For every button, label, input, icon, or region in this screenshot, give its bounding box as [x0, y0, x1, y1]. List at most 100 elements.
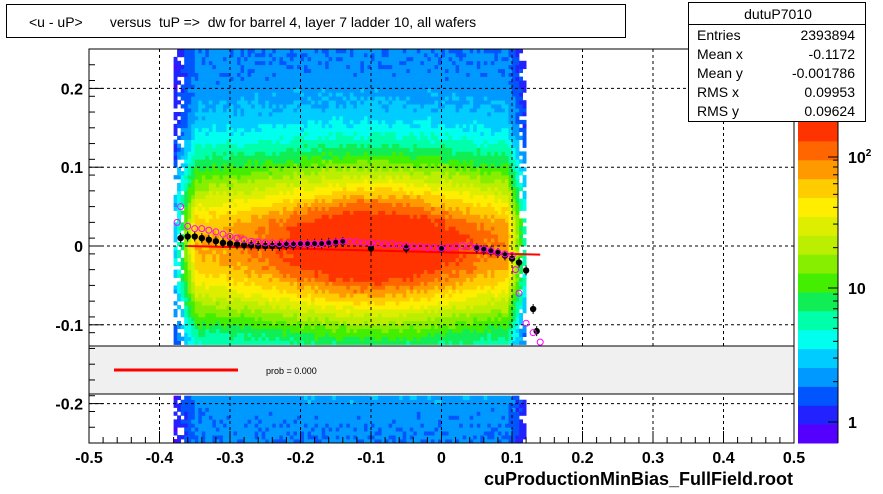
heatmap-cell [254, 328, 259, 333]
heatmap-cell [328, 439, 333, 444]
heatmap-cell [251, 186, 256, 192]
heatmap-cell [346, 186, 351, 192]
heatmap-cell [251, 273, 256, 278]
heatmap-cell [205, 64, 210, 70]
heatmap-cell [240, 269, 245, 274]
heatmap-cell [251, 399, 256, 404]
heatmap-cell [374, 155, 379, 160]
heatmap-cell [180, 186, 185, 192]
heatmap-cell [328, 285, 333, 290]
heatmap-cell [265, 431, 270, 436]
heatmap-cell [184, 324, 189, 330]
heatmap-cell [205, 56, 210, 62]
heatmap-cell [247, 257, 252, 263]
heatmap-cell [282, 403, 287, 408]
heatmap-cell [293, 206, 298, 211]
heatmap-cell [198, 96, 203, 101]
heatmap-cell [247, 253, 252, 259]
heatmap-cell [240, 112, 245, 117]
heatmap-cell [208, 257, 213, 263]
heatmap-cell [321, 175, 326, 180]
heatmap-cell [205, 72, 210, 77]
heatmap-cell [272, 222, 277, 227]
heatmap-cell [279, 423, 284, 428]
heatmap-cell [230, 155, 234, 160]
heatmap-cell [339, 210, 344, 215]
heatmap-cell [237, 222, 241, 227]
heatmap-cell [346, 301, 351, 306]
heatmap-cell [205, 395, 210, 400]
heatmap-cell [191, 226, 196, 231]
heatmap-cell [332, 112, 337, 117]
heatmap-cell [300, 340, 305, 345]
heatmap-cell [233, 411, 238, 416]
heatmap-cell [314, 234, 319, 239]
heatmap-cell [356, 183, 361, 188]
heatmap-cell [360, 313, 365, 318]
heatmap-cell [184, 332, 189, 337]
heatmap-cell [364, 313, 368, 318]
heatmap-cell [223, 159, 227, 164]
heatmap-cell [332, 222, 337, 227]
heatmap-cell [321, 411, 326, 416]
heatmap-cell [304, 171, 308, 176]
heatmap-cell [219, 265, 224, 270]
heatmap-cell [360, 246, 365, 251]
heatmap-cell [311, 80, 315, 85]
heatmap-cell [184, 328, 189, 333]
heatmap-cell [286, 309, 291, 314]
heatmap-cell [212, 399, 217, 404]
heatmap-cell [237, 249, 241, 255]
heatmap-cell [258, 92, 263, 97]
heatmap-cell [300, 423, 305, 428]
heatmap-cell [304, 96, 308, 101]
heatmap-cell [349, 253, 354, 259]
heatmap-cell [300, 147, 305, 152]
heatmap-cell [328, 226, 333, 231]
heatmap-cell [208, 281, 213, 286]
heatmap-cell [279, 265, 284, 270]
heatmap-cell [272, 64, 277, 70]
heatmap-cell [233, 100, 238, 105]
heatmap-cell [311, 68, 315, 73]
heatmap-cell [364, 293, 368, 298]
heatmap-cell [342, 139, 347, 144]
heatmap-cell [219, 52, 224, 58]
heatmap-cell [180, 419, 185, 424]
heatmap-cell [198, 257, 203, 263]
heatmap-cell [272, 119, 277, 125]
heatmap-cell [328, 56, 333, 62]
heatmap-cell [349, 246, 354, 251]
heatmap-cell [332, 76, 337, 81]
heatmap-cell [346, 261, 351, 267]
heatmap-cell [254, 281, 259, 286]
heatmap-cell [297, 198, 301, 203]
heatmap-cell [346, 76, 351, 81]
heatmap-cell [184, 194, 189, 200]
heatmap-cell [177, 403, 181, 408]
heatmap-cell [335, 143, 340, 148]
heatmap-cell [184, 316, 189, 322]
heatmap-cell [258, 206, 263, 211]
heatmap-cell [261, 88, 266, 93]
heatmap-cell [223, 112, 227, 117]
heatmap-cell [268, 313, 273, 318]
heatmap-cell [289, 301, 294, 306]
heatmap-cell [230, 100, 234, 105]
heatmap-cell [349, 399, 354, 404]
heatmap-cell [254, 324, 259, 330]
heatmap-cell [247, 116, 252, 121]
heatmap-cell [356, 226, 361, 231]
heatmap-cell [325, 265, 330, 270]
heatmap-cell [268, 285, 273, 290]
heatmap-cell [226, 210, 231, 215]
heatmap-cell [356, 186, 361, 192]
heatmap-cell [289, 257, 294, 263]
heatmap-cell [279, 328, 284, 333]
heatmap-cell [325, 399, 330, 404]
heatmap-cell [208, 423, 213, 428]
heatmap-cell [219, 336, 224, 341]
heatmap-cell [360, 190, 365, 196]
heatmap-cell [286, 415, 291, 420]
heatmap-cell [356, 403, 361, 408]
